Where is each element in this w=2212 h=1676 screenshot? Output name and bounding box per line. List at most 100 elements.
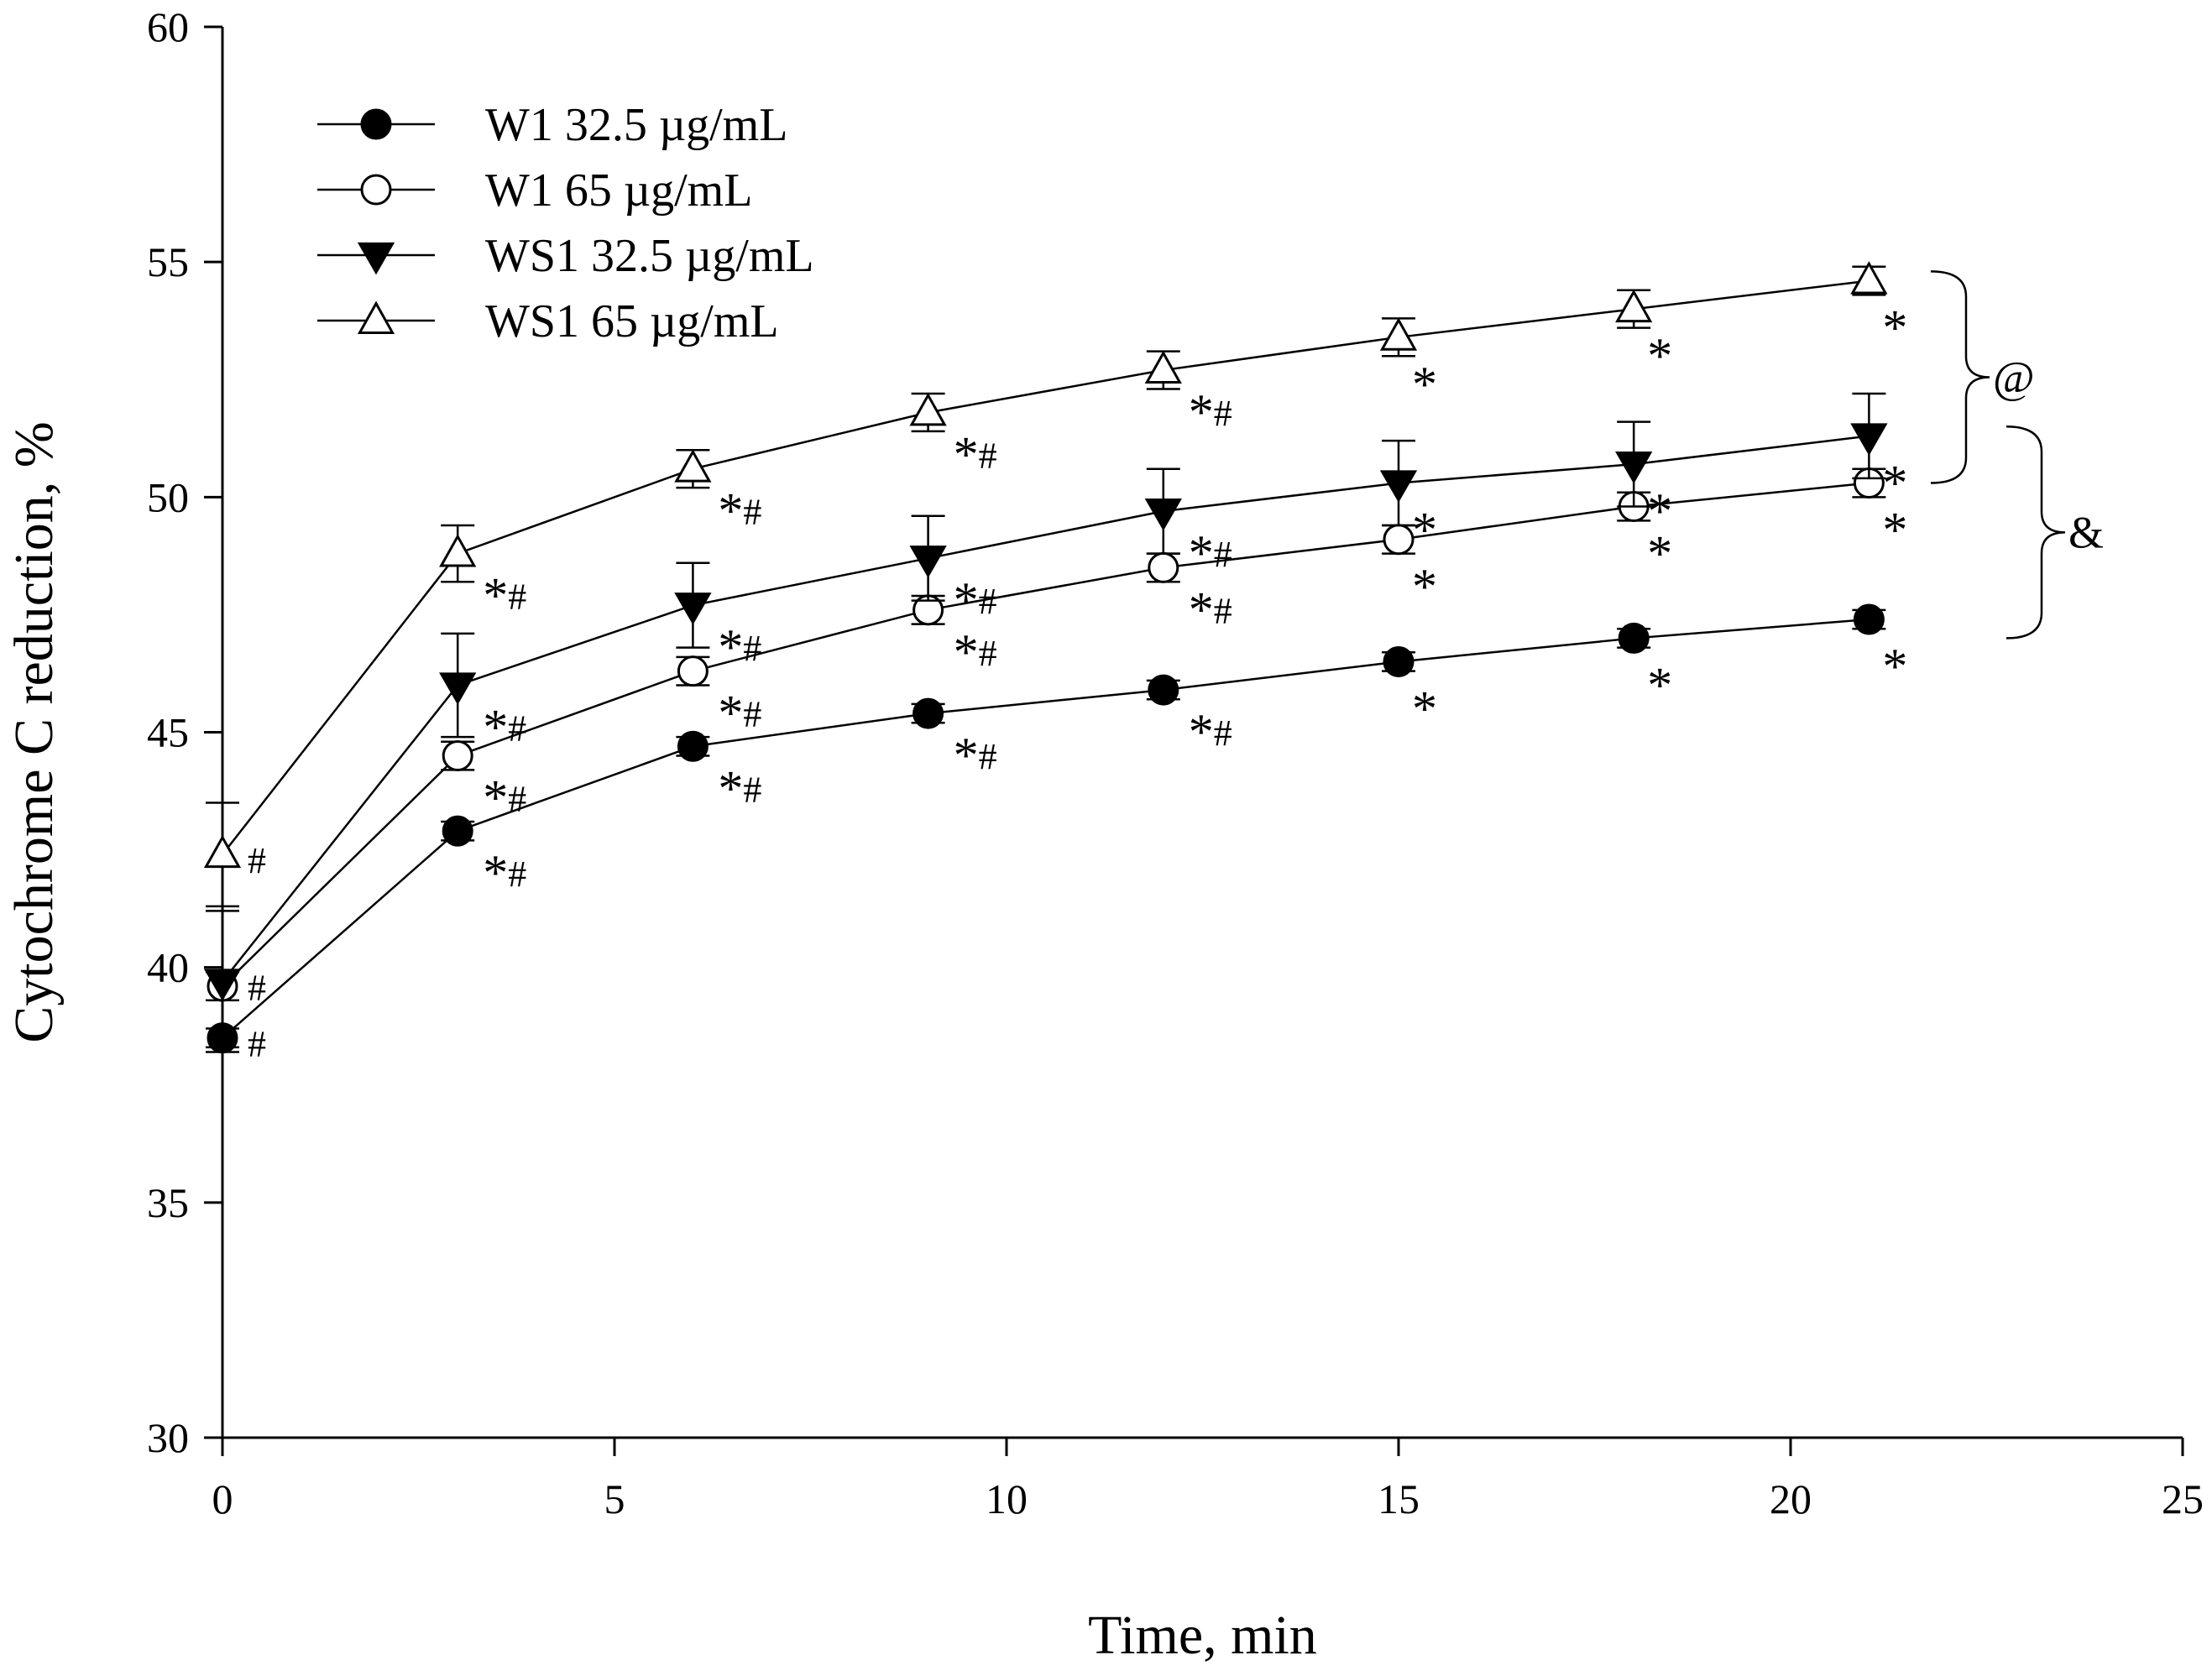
significance-label: *# [954, 426, 997, 482]
significance-label: * [1647, 483, 1672, 539]
significance-label: # [248, 1024, 266, 1065]
bracket [2005, 426, 2066, 640]
data-point [439, 534, 477, 567]
annotation-layer: #*#*#*# *# * * **#*#*#*# ** *#*#*#*#*# * **#*#*#… [248, 270, 2104, 1065]
significance-label: * [1412, 357, 1437, 412]
legend-marker [357, 242, 395, 275]
legend-label: W1 65 µg/mL [485, 164, 752, 217]
data-point [909, 546, 947, 578]
significance-label: *# [483, 770, 526, 826]
y-tick-label: 55 [147, 238, 189, 285]
data-point [1148, 551, 1179, 583]
legend-label: WS1 32.5 µg/mL [485, 230, 814, 282]
significance-label: * [1412, 503, 1437, 558]
axes: 0 5 10 15 20 25 30 35 40 45 50 55 60 [147, 3, 2204, 1522]
y-tick-label: 50 [147, 473, 189, 520]
significance-label: *# [954, 728, 997, 783]
significance-label: * [1882, 639, 1907, 694]
data-point [1144, 350, 1182, 384]
y-tick-label: 35 [147, 1179, 189, 1226]
series-layer [203, 261, 1888, 1054]
data-point [1615, 452, 1653, 484]
significance-label: *# [1189, 704, 1232, 760]
significance-label: * [1647, 526, 1672, 582]
data-point [1853, 603, 1885, 635]
data-point [1379, 317, 1418, 351]
legend-marker [360, 108, 392, 140]
significance-label: * [1647, 328, 1672, 384]
data-point [1383, 524, 1415, 556]
significance-label: *# [1189, 582, 1232, 637]
significance-label: * [1647, 657, 1672, 713]
series-line [222, 435, 1869, 983]
significance-label: * [1412, 681, 1437, 736]
series-3 [203, 261, 1888, 908]
x-tick-label: 0 [212, 1475, 233, 1522]
legend-marker [357, 300, 395, 334]
y-axis-title: Cytochrome C reduction, % [3, 421, 65, 1043]
data-point [909, 393, 947, 426]
bracket-label: @ [1993, 352, 2035, 402]
data-point [1144, 499, 1182, 531]
significance-label: *# [954, 624, 997, 680]
significance-label: *# [1189, 384, 1232, 440]
data-point [1148, 674, 1179, 706]
x-tick-label: 5 [604, 1475, 625, 1522]
series-0 [206, 603, 1886, 1054]
data-point [1383, 645, 1415, 677]
bracket-label: & [2068, 507, 2104, 557]
data-point [1615, 289, 1653, 323]
data-point [913, 697, 944, 729]
data-point [677, 655, 709, 687]
series-line [222, 482, 1869, 987]
significance-label: * [1882, 503, 1907, 558]
y-tick-label: 60 [147, 3, 189, 50]
significance-label: * [1882, 455, 1907, 510]
significance-label: * [1882, 300, 1907, 356]
data-point [439, 672, 477, 705]
data-point [1850, 423, 1888, 456]
data-point [1618, 622, 1650, 654]
data-point [1850, 261, 1888, 295]
significance-label: *# [718, 760, 761, 816]
legend-marker [360, 174, 392, 206]
legend-label: WS1 65 µg/mL [485, 295, 779, 347]
significance-label: *# [483, 699, 526, 754]
data-point [442, 740, 473, 772]
legend-label: W1 32.5 µg/mL [485, 99, 787, 151]
x-tick-label: 10 [986, 1475, 1028, 1522]
legend-entry: W1 32.5 µg/mL [317, 99, 787, 151]
significance-label: *# [718, 686, 761, 741]
legend-entry: W1 65 µg/mL [317, 164, 752, 217]
series-2 [203, 392, 1888, 1053]
x-axis-title: Time, min [1088, 1605, 1317, 1666]
significance-label: # [248, 840, 266, 881]
significance-label: * [1412, 559, 1437, 614]
series-line [222, 279, 1869, 855]
x-tick-label: 20 [1770, 1475, 1812, 1522]
significance-label: *# [718, 619, 761, 675]
series-line [222, 618, 1869, 1039]
x-tick-label: 25 [2162, 1475, 2204, 1522]
significance-label: *# [483, 845, 526, 901]
significance-label: # [248, 967, 266, 1008]
data-point [203, 834, 242, 869]
data-point [203, 969, 242, 1001]
y-tick-label: 40 [147, 944, 189, 991]
significance-label: *# [954, 572, 997, 628]
data-point [674, 449, 712, 483]
significance-label: *# [1189, 525, 1232, 581]
data-point [442, 815, 473, 847]
data-point [674, 593, 712, 625]
x-tick-label: 15 [1378, 1475, 1420, 1522]
legend: W1 32.5 µg/mL W1 65 µg/mL WS1 32.5 µg/mL WS… [317, 99, 814, 347]
legend-entry: WS1 65 µg/mL [317, 295, 779, 347]
significance-label: *# [483, 568, 526, 624]
data-point [1379, 470, 1418, 503]
series-1 [206, 467, 1886, 1002]
legend-entry: WS1 32.5 µg/mL [317, 230, 814, 282]
bracket [1930, 270, 1990, 484]
y-tick-label: 45 [147, 709, 189, 756]
y-tick-label: 30 [147, 1414, 189, 1461]
